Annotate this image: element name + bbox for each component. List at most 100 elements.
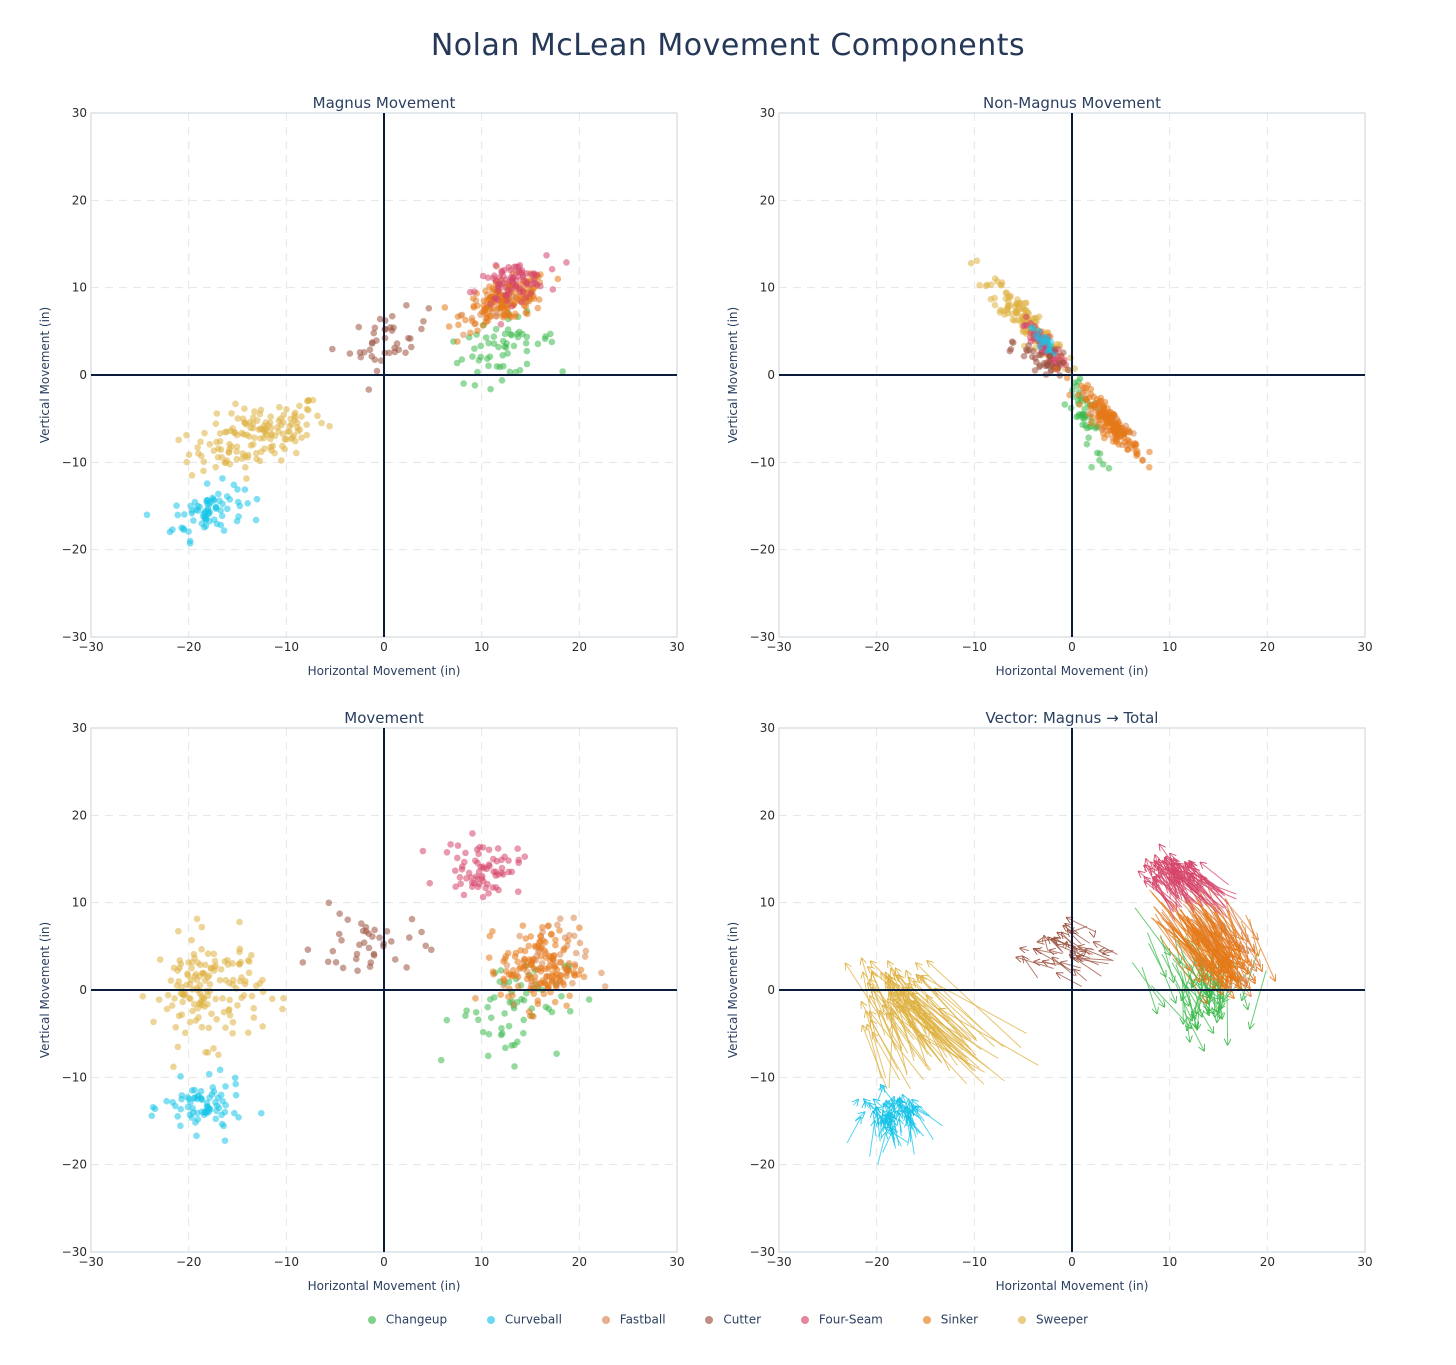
vector-sinker[interactable] — [1171, 935, 1226, 989]
point-sweeper[interactable] — [259, 1023, 266, 1030]
point-sweeper[interactable] — [987, 295, 995, 303]
point-sweeper[interactable] — [193, 915, 201, 923]
point-curveball[interactable] — [221, 1137, 229, 1144]
point-cutter[interactable] — [1031, 367, 1039, 374]
point-four-seam[interactable] — [452, 883, 459, 891]
point-fastball[interactable] — [554, 921, 561, 929]
point-cutter[interactable] — [418, 325, 425, 333]
point-sweeper[interactable] — [155, 996, 163, 1003]
point-curveball[interactable] — [253, 495, 261, 503]
point-curveball[interactable] — [218, 1120, 226, 1128]
point-sinker[interactable] — [517, 947, 524, 954]
point-curveball[interactable] — [194, 502, 202, 510]
point-sinker[interactable] — [545, 922, 552, 929]
point-changeup[interactable] — [485, 339, 492, 347]
point-sweeper[interactable] — [213, 438, 220, 446]
point-four-seam[interactable] — [533, 271, 540, 278]
vector-sinker[interactable] — [1194, 913, 1213, 955]
point-sweeper[interactable] — [173, 982, 181, 989]
point-sweeper[interactable] — [1021, 306, 1029, 314]
point-changeup[interactable] — [491, 994, 498, 1001]
point-sweeper[interactable] — [226, 440, 233, 448]
point-sinker[interactable] — [563, 1002, 570, 1010]
point-sweeper[interactable] — [188, 964, 196, 972]
point-sweeper[interactable] — [217, 965, 225, 973]
point-changeup[interactable] — [471, 381, 479, 389]
point-four-seam[interactable] — [474, 883, 482, 891]
point-changeup[interactable] — [559, 368, 566, 375]
point-sweeper[interactable] — [191, 973, 199, 980]
point-curveball[interactable] — [236, 502, 244, 510]
point-changeup[interactable] — [475, 357, 483, 364]
point-sweeper[interactable] — [233, 455, 241, 463]
point-four-seam[interactable] — [485, 890, 492, 897]
point-sweeper[interactable] — [191, 1000, 198, 1008]
vector-curveball[interactable] — [898, 1099, 903, 1109]
point-changeup[interactable] — [460, 380, 467, 387]
point-sinker[interactable] — [454, 338, 461, 345]
point-four-seam[interactable] — [515, 859, 522, 867]
point-sinker[interactable] — [1052, 365, 1060, 373]
vector-changeup[interactable] — [1160, 935, 1174, 982]
point-cutter[interactable] — [391, 348, 399, 356]
point-curveball[interactable] — [181, 511, 188, 518]
point-sweeper[interactable] — [188, 936, 195, 944]
point-sweeper[interactable] — [229, 1018, 237, 1026]
point-curveball[interactable] — [213, 1107, 220, 1115]
point-sweeper[interactable] — [204, 1049, 212, 1056]
point-sinker[interactable] — [1078, 382, 1085, 390]
point-curveball[interactable] — [206, 1094, 213, 1102]
point-sweeper[interactable] — [222, 459, 230, 466]
vector-four-seam[interactable] — [1197, 884, 1228, 918]
point-curveball[interactable] — [195, 1092, 202, 1099]
point-cutter[interactable] — [407, 343, 415, 351]
point-sweeper[interactable] — [283, 405, 290, 413]
vector-cutter[interactable] — [1093, 942, 1118, 955]
point-sinker[interactable] — [505, 971, 513, 978]
point-fastball[interactable] — [582, 947, 590, 955]
point-changeup[interactable] — [504, 326, 512, 333]
point-cutter[interactable] — [346, 350, 354, 357]
point-sinker[interactable] — [1094, 399, 1102, 407]
point-sinker[interactable] — [1120, 430, 1128, 437]
point-curveball[interactable] — [205, 1070, 213, 1078]
point-sinker[interactable] — [542, 954, 550, 961]
vector-changeup[interactable] — [1187, 977, 1206, 1030]
point-changeup[interactable] — [1105, 464, 1113, 472]
point-curveball[interactable] — [223, 493, 231, 500]
point-sweeper[interactable] — [175, 927, 182, 935]
point-cutter[interactable] — [353, 950, 361, 958]
point-changeup[interactable] — [490, 333, 498, 340]
point-sinker[interactable] — [552, 982, 560, 989]
point-sweeper[interactable] — [216, 430, 224, 437]
vector-sweeper[interactable] — [888, 961, 925, 1025]
vector-four-seam[interactable] — [1171, 879, 1191, 904]
point-sinker[interactable] — [530, 990, 538, 997]
point-sweeper[interactable] — [973, 257, 981, 265]
point-sweeper[interactable] — [200, 995, 208, 1003]
point-four-seam[interactable] — [494, 845, 502, 852]
point-four-seam[interactable] — [486, 862, 493, 870]
point-sinker[interactable] — [1104, 431, 1111, 438]
point-changeup[interactable] — [548, 338, 556, 346]
point-curveball[interactable] — [169, 526, 176, 533]
point-sinker[interactable] — [499, 311, 507, 319]
point-sweeper[interactable] — [196, 961, 204, 969]
point-curveball[interactable] — [1030, 325, 1037, 332]
point-four-seam[interactable] — [459, 863, 466, 870]
point-sweeper[interactable] — [186, 1018, 194, 1026]
point-sinker[interactable] — [556, 976, 564, 984]
point-curveball[interactable] — [190, 517, 197, 524]
vector-four-seam[interactable] — [1200, 862, 1229, 886]
point-sweeper[interactable] — [280, 411, 288, 419]
point-sweeper[interactable] — [241, 405, 248, 412]
vector-curveball[interactable] — [906, 1115, 911, 1136]
point-sweeper[interactable] — [179, 998, 187, 1006]
vector-four-seam[interactable] — [1156, 875, 1183, 908]
vector-sinker[interactable] — [1178, 916, 1207, 984]
point-sinker[interactable] — [535, 296, 543, 303]
point-changeup[interactable] — [462, 1012, 469, 1020]
vector-sinker[interactable] — [1182, 916, 1218, 952]
point-sweeper[interactable] — [184, 972, 192, 979]
vector-sweeper[interactable] — [919, 1036, 986, 1073]
